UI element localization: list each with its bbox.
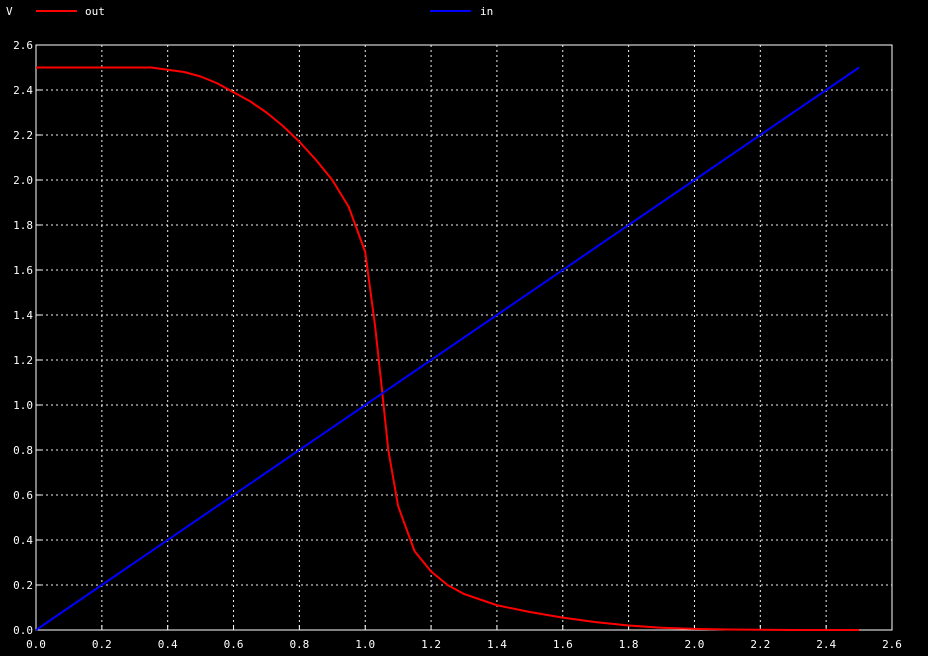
axes [35,44,893,631]
x-tick-label: 1.4 [487,638,507,651]
unit-label: V [6,5,13,18]
y-tick-label: 0.4 [13,534,33,547]
legend: V out in [6,5,493,18]
y-tick-label: 0.6 [13,489,33,502]
y-tick-label: 0.0 [13,624,33,637]
y-tick-label: 1.8 [13,219,33,232]
y-tick-label: 2.2 [13,129,33,142]
x-tick-label: 0.2 [92,638,112,651]
y-tick-label: 1.2 [13,354,33,367]
y-tick-label: 0.8 [13,444,33,457]
x-tick-label: 2.6 [882,638,902,651]
series-line-in [35,66,860,631]
x-tick-label: 2.0 [685,638,705,651]
x-tick-label: 0.8 [289,638,309,651]
y-tick-label: 0.2 [13,579,33,592]
plot-frame [35,44,893,631]
x-tick-labels: 0.0 0.2 0.4 0.6 0.8 1.0 1.2 1.4 1.6 1.8 2.0 2.2 2.4 2… [26,638,902,651]
series-layer [35,66,860,631]
x-tick-label: 0.6 [224,638,244,651]
legend-label-in: in [480,5,493,18]
x-tick-label: 1.0 [355,638,375,651]
x-tick-label: 2.4 [816,638,836,651]
x-tick-label: 2.2 [750,638,770,651]
x-tick-label: 1.8 [619,638,639,651]
x-tick-label: 1.2 [421,638,441,651]
y-tick-label: 1.0 [13,399,33,412]
legend-label-out: out [85,5,105,18]
y-tick-label: 1.6 [13,264,33,277]
y-tick-label: 2.0 [13,174,33,187]
y-tick-labels: 0.0 0.2 0.4 0.6 0.8 1.0 1.2 1.4 1.6 1.8 2.0 2.2 2.4 2… [13,39,33,637]
y-tick-label: 2.6 [13,39,33,52]
y-tick-label: 1.4 [13,309,33,322]
x-tick-label: 0.4 [158,638,178,651]
series-line-out [36,66,860,631]
x-tick-label: 1.6 [553,638,573,651]
y-tick-label: 2.4 [13,84,33,97]
x-tick-label: 0.0 [26,638,46,651]
